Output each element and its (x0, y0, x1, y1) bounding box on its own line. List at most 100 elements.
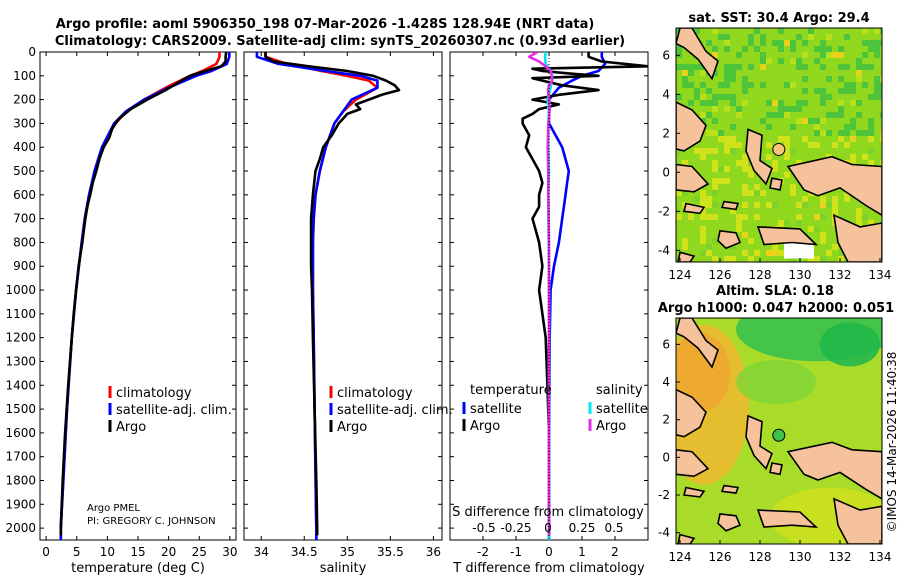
difference-xtick-label: -1 (510, 545, 522, 559)
sat-sst-map-land (682, 202, 706, 215)
sat-sst-map-cell (742, 100, 748, 106)
sat-sst-map-cell (718, 166, 724, 172)
sat-sst-map-cell (802, 196, 808, 202)
sat-sst-map-cell (826, 52, 832, 58)
sat-sst-map-cell (742, 190, 748, 196)
sat-sst-map-cell (766, 142, 772, 148)
sat-sst-map-cell (832, 52, 838, 58)
sat-sst-map-cell (754, 190, 760, 196)
sat-sst-map-cell (808, 118, 814, 124)
sat-sst-map-cell (766, 58, 772, 64)
difference-legend-salinity-title: salinity (596, 383, 643, 398)
sat-sst-map-cell (742, 76, 748, 82)
sat-sst-map-cell (874, 28, 880, 34)
sat-sst-map-cell (802, 100, 808, 106)
sla-map-xtick-label: 128 (749, 550, 772, 564)
sat-sst-map-cell (838, 64, 844, 70)
sat-sst-map-cell (700, 100, 706, 106)
sat-sst-map-cell (862, 130, 868, 136)
sat-sst-map-cell (748, 34, 754, 40)
sat-sst-map-frame (675, 27, 883, 263)
temperature-ytick-label: 200 (13, 93, 36, 107)
sat-sst-map-cell (748, 82, 754, 88)
sat-sst-map-cell (862, 82, 868, 88)
sat-sst-map-ytick-label: 2 (662, 126, 670, 140)
sla-map-xtick-label: 134 (869, 550, 892, 564)
sat-sst-map-cell (856, 214, 862, 220)
sat-sst-map-cell (766, 250, 772, 256)
salinity-series-argo (264, 52, 401, 536)
difference-s-label: S difference from climatology (452, 505, 644, 520)
sat-sst-map-cell (700, 112, 706, 118)
sat-sst-map-cell (760, 118, 766, 124)
temperature-ytick-label: 1500 (5, 402, 36, 416)
salinity-xtick-label: 36 (426, 545, 441, 559)
sat-sst-map-cell (826, 130, 832, 136)
sat-sst-map-cell (820, 232, 826, 238)
sla-map-land (769, 462, 783, 476)
sat-sst-map-cell (706, 202, 712, 208)
sla-map-land (786, 441, 882, 500)
sat-sst-map-cell (850, 88, 856, 94)
sat-sst-map-cell (868, 160, 874, 166)
sat-sst-map-cell (706, 112, 712, 118)
temperature-legend-label: satellite-adj. clim. (116, 403, 232, 418)
sat-sst-map-cell (754, 28, 760, 34)
sat-sst-map-cell (796, 64, 802, 70)
difference-xtick-label: 1 (578, 545, 586, 559)
sat-sst-map-cell (778, 46, 784, 52)
sat-sst-map-ytick-label: -2 (658, 204, 670, 218)
sat-sst-map-cell (778, 40, 784, 46)
sat-sst-map-cell (712, 160, 718, 166)
sla-map-ytick-label: 6 (662, 337, 670, 351)
sat-sst-map-cell (760, 52, 766, 58)
sat-sst-map-cell (826, 112, 832, 118)
sat-sst-map-cell (772, 202, 778, 208)
sat-sst-map-cell (706, 148, 712, 154)
sat-sst-map-cell (778, 250, 784, 256)
sat-sst-map-cell (772, 100, 778, 106)
sat-sst-map-xtick-label: 130 (789, 268, 812, 282)
sat-sst-map-cell (868, 40, 874, 46)
sat-sst-map-land (756, 226, 819, 246)
sat-sst-map-cell (820, 94, 826, 100)
sat-sst-map-cell (718, 136, 724, 142)
sat-sst-map-cell (820, 202, 826, 208)
sat-sst-map-cell (736, 52, 742, 58)
sat-sst-map-cell (802, 76, 808, 82)
sat-sst-map-land (745, 128, 773, 186)
sat-sst-map-cell (712, 52, 718, 58)
sat-sst-map-cell (712, 100, 718, 106)
sat-sst-map-cell (814, 214, 820, 220)
sat-sst-map-cell (706, 244, 712, 250)
sat-sst-map-cell (784, 136, 790, 142)
sat-sst-map-cell (844, 130, 850, 136)
temperature-panel: 0 5 10 15 20 25 300100200300400500600700800900… (5, 45, 237, 576)
sat-sst-map-cell (700, 196, 706, 202)
sat-sst-map-cell (880, 82, 882, 88)
sat-sst-map-cell (742, 166, 748, 172)
sat-sst-map-cell (676, 190, 682, 196)
sat-sst-map-cell (706, 214, 712, 220)
sat-sst-map-ytick-label: 4 (662, 87, 670, 101)
sat-sst-map-cell (796, 58, 802, 64)
sat-sst-map-cell (796, 34, 802, 40)
sat-sst-map-cell (682, 160, 688, 166)
sat-sst-map-cell (880, 130, 882, 136)
sat-sst-map-cell (742, 154, 748, 160)
sat-sst-map-cell (790, 46, 796, 52)
difference-legend-temperature-title: temperature (470, 383, 552, 398)
sat-sst-map-cell (826, 46, 832, 52)
sat-sst-map-cell (772, 160, 778, 166)
temperature-ytick-label: 1200 (5, 331, 36, 345)
sla-map-ytick-label: -4 (658, 526, 670, 540)
sat-sst-map-cell (694, 148, 700, 154)
temperature-xlabel: temperature (deg C) (71, 561, 205, 576)
sat-sst-map-cell (730, 76, 736, 82)
sat-sst-map-cell (736, 214, 742, 220)
salinity-xtick-label: 35.5 (377, 545, 404, 559)
salinity-legend-label: climatology (337, 386, 413, 401)
sat-sst-map-cell (808, 34, 814, 40)
sat-sst-map-cell (730, 70, 736, 76)
